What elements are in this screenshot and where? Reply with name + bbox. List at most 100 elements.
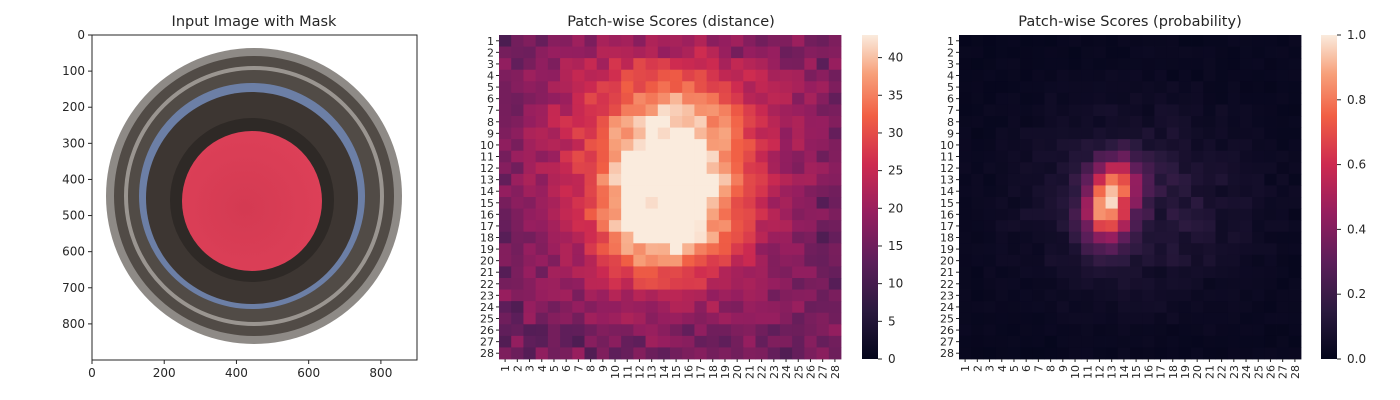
heatmap-cell xyxy=(804,278,817,290)
heatmap-cell xyxy=(995,116,1009,128)
heatmap-cell xyxy=(657,185,671,198)
heatmap-cell xyxy=(560,92,573,105)
heatmap-cell xyxy=(1191,266,1204,279)
heatmap-cell xyxy=(1288,301,1302,314)
heatmap-cell xyxy=(645,301,659,314)
heatmap-cell xyxy=(596,92,610,105)
x-tick-label: 23 xyxy=(768,365,781,379)
heatmap-cell xyxy=(547,104,561,117)
heatmap-cell xyxy=(584,46,598,59)
heatmap-cell xyxy=(1227,46,1241,59)
heatmap-cell xyxy=(547,46,561,59)
heatmap-cell xyxy=(535,35,549,47)
heatmap-cell xyxy=(645,150,659,163)
heatmap-cell xyxy=(743,243,756,256)
heatmap-cell xyxy=(535,92,549,105)
x-tick-label: 8 xyxy=(585,365,598,372)
heatmap-cell xyxy=(657,92,671,105)
heatmap-cell xyxy=(670,69,683,82)
heatmap-cell xyxy=(718,347,732,360)
heatmap-cell xyxy=(523,46,537,59)
heatmap-cell xyxy=(731,266,744,279)
heatmap-cell xyxy=(1239,81,1253,94)
heatmap-cell xyxy=(959,254,972,267)
heatmap-cell xyxy=(1227,289,1241,302)
y-tick-label: 17 xyxy=(940,220,954,233)
x-tick-label: 13 xyxy=(646,365,659,379)
heatmap-cell xyxy=(743,81,756,94)
heatmap-cell xyxy=(1044,173,1058,186)
heatmap-cell xyxy=(1166,58,1180,71)
heatmap-cell xyxy=(682,335,695,348)
heatmap-cell xyxy=(959,220,972,233)
heatmap-cell xyxy=(779,35,793,47)
x-tick-label: 400 xyxy=(225,366,248,380)
heatmap-cell xyxy=(670,139,683,152)
x-tick-label: 10 xyxy=(1069,365,1082,379)
heatmap-cell xyxy=(511,312,524,325)
heatmap-cell xyxy=(959,197,972,209)
heatmap-cell xyxy=(1044,301,1058,314)
heatmap-cell xyxy=(572,185,585,198)
heatmap-cell xyxy=(1020,139,1033,152)
heatmap-cell xyxy=(572,231,585,244)
heatmap-cell xyxy=(499,278,512,290)
heatmap-cell xyxy=(547,139,561,152)
heatmap-cell xyxy=(1252,35,1265,47)
heatmap-cell xyxy=(608,208,622,221)
heatmap-cell xyxy=(1056,104,1070,117)
heatmap-cell xyxy=(694,301,708,314)
heatmap-cell xyxy=(1178,278,1192,290)
heatmap-cell xyxy=(1154,46,1168,59)
y-tick-label: 4 xyxy=(947,70,954,83)
heatmap-cell xyxy=(560,81,573,94)
heatmap-cell xyxy=(828,301,842,314)
heatmap-cell xyxy=(511,104,524,117)
heatmap-cell xyxy=(731,81,744,94)
bottle-ring-highlight xyxy=(124,66,384,326)
heatmap-cell xyxy=(1154,231,1168,244)
heatmap-cell xyxy=(633,324,646,337)
heatmap-cell xyxy=(1178,139,1192,152)
heatmap-cell xyxy=(572,92,585,105)
heatmap-cell xyxy=(779,220,793,233)
heatmap-cell xyxy=(560,231,573,244)
heatmap-cell xyxy=(511,35,524,47)
heatmap-cell xyxy=(547,266,561,279)
heatmap-cell xyxy=(657,69,671,82)
heatmap-cell xyxy=(959,208,972,221)
heatmap-cell xyxy=(645,35,659,47)
heatmap-cell xyxy=(1191,69,1204,82)
heatmap-cell xyxy=(633,335,646,348)
heatmap-cell xyxy=(645,69,659,82)
heatmap-cell xyxy=(657,335,671,348)
heatmap-cell xyxy=(755,197,769,209)
heatmap-cell xyxy=(1105,162,1119,175)
heatmap-cell xyxy=(621,266,634,279)
heatmap-cell xyxy=(1020,208,1033,221)
heatmap-cell xyxy=(959,185,972,198)
heatmap-cell xyxy=(1117,92,1131,105)
heatmap-cell xyxy=(1056,197,1070,209)
heatmap-cell xyxy=(499,231,512,244)
heatmap-cell xyxy=(1105,231,1119,244)
heatmap-cell xyxy=(621,335,634,348)
heatmap-cell xyxy=(767,92,781,105)
heatmap-cell xyxy=(1093,58,1106,71)
heatmap-cell xyxy=(1020,254,1033,267)
heatmap-cell xyxy=(1166,69,1180,82)
heatmap-cell xyxy=(1056,266,1070,279)
heatmap-cell xyxy=(608,127,622,140)
heatmap-cell xyxy=(1093,150,1106,163)
heatmap-cell xyxy=(511,139,524,152)
heatmap-cell xyxy=(1166,254,1180,267)
heatmap-cell xyxy=(816,266,830,279)
heatmap-cell xyxy=(1081,220,1094,233)
heatmap-cell xyxy=(804,104,817,117)
heatmap-cell xyxy=(1178,162,1192,175)
heatmap-cell xyxy=(1227,139,1241,152)
heatmap-cell xyxy=(1020,301,1033,314)
heatmap-cell xyxy=(1093,243,1106,256)
heatmap-cell xyxy=(1276,173,1290,186)
heatmap-cell xyxy=(1178,231,1192,244)
